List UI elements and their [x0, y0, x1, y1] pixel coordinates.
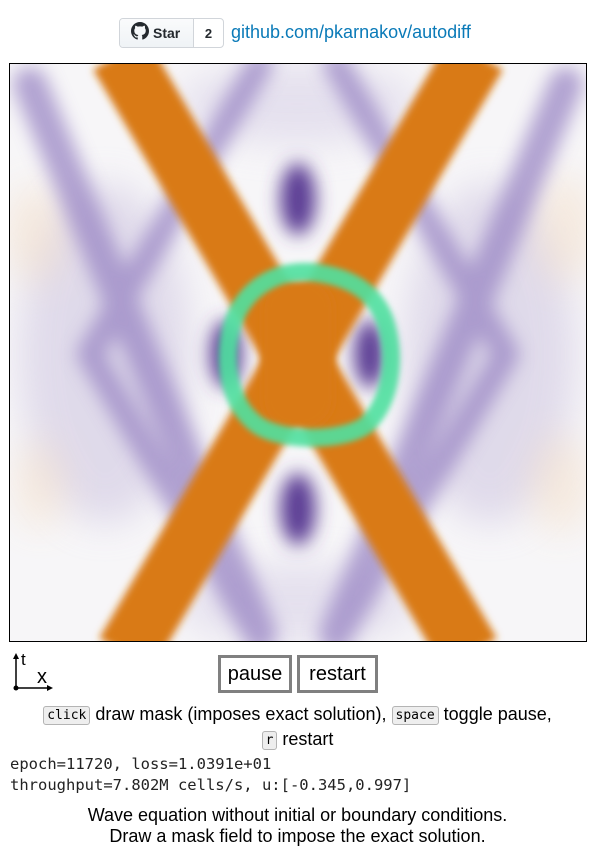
restart-button[interactable]: restart [297, 655, 378, 693]
top-bar: Star 2 github.com/pkarnakov/autodiff [0, 18, 595, 50]
page-description: Wave equation without initial or boundar… [0, 805, 595, 847]
t-x-axes-icon [13, 653, 53, 691]
stats-epoch-loss: epoch=11720, loss=1.0391e+01 [10, 755, 272, 773]
star-label: Star [153, 25, 181, 41]
training-stats: epoch=11720, loss=1.0391e+01 throughput=… [10, 754, 411, 796]
wave-center [262, 279, 334, 429]
github-star-widget[interactable]: Star 2 [119, 18, 224, 48]
x-axis-label: x [37, 666, 47, 688]
mask-ring[interactable] [218, 262, 400, 447]
warm-patches [10, 174, 586, 534]
key-space: space [391, 706, 439, 725]
axes-icon: t x [9, 650, 55, 694]
key-click: click [43, 706, 91, 725]
description-line-2: Draw a mask field to impose the exact so… [109, 826, 486, 846]
stats-throughput: throughput=7.802M cells/s, u:[-0.345,0.9… [10, 776, 412, 794]
space-description: toggle pause, [443, 704, 552, 724]
github-star-button[interactable]: Star [120, 19, 194, 47]
t-axis-label: t [21, 650, 26, 669]
repo-link[interactable]: github.com/pkarnakov/autodiff [231, 22, 471, 42]
field-visualization[interactable] [10, 64, 586, 641]
click-description: draw mask (imposes exact solution), [95, 704, 387, 724]
description-line-1: Wave equation without initial or boundar… [87, 805, 508, 825]
keyboard-help: click draw mask (imposes exact solution)… [0, 703, 595, 753]
r-description: restart [282, 729, 334, 749]
key-r: r [261, 731, 278, 750]
star-count[interactable]: 2 [204, 25, 213, 41]
github-octocat-icon [131, 21, 149, 45]
pause-button[interactable]: pause [218, 655, 292, 693]
simulation-canvas[interactable] [9, 63, 587, 642]
